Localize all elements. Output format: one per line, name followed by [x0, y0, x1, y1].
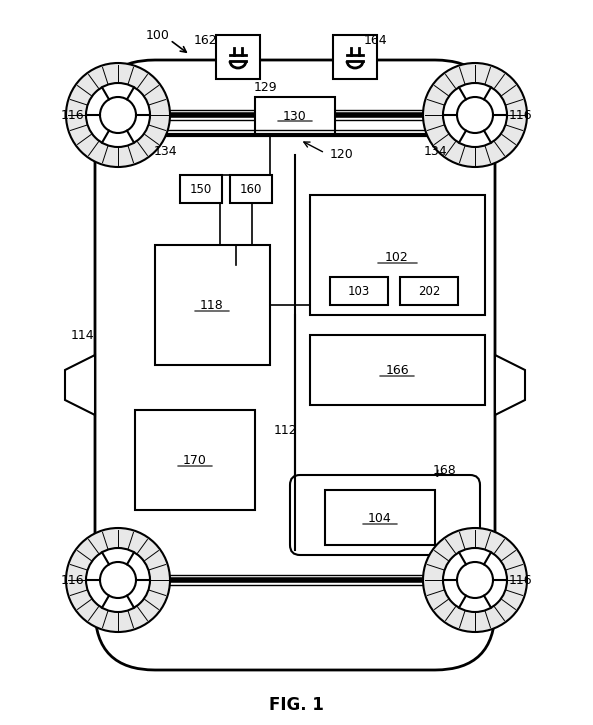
Circle shape [457, 97, 493, 133]
FancyBboxPatch shape [290, 475, 480, 555]
Bar [310, 195, 485, 315]
Circle shape [423, 63, 527, 167]
Bar [180, 175, 222, 203]
Text: 118: 118 [200, 299, 224, 312]
Text: 202: 202 [418, 284, 440, 297]
Text: 160: 160 [240, 183, 262, 196]
Text: 129: 129 [253, 80, 277, 94]
Bar [135, 410, 255, 510]
Circle shape [100, 562, 136, 598]
Text: 103: 103 [348, 284, 370, 297]
Bar [155, 245, 270, 365]
FancyBboxPatch shape [95, 60, 495, 670]
Circle shape [86, 83, 150, 147]
Circle shape [457, 562, 493, 598]
Text: 100: 100 [146, 28, 170, 41]
Text: 104: 104 [368, 512, 392, 524]
Bar [330, 277, 388, 305]
Bar [255, 97, 335, 135]
Text: 112: 112 [273, 423, 297, 436]
Bar [216, 35, 260, 79]
Circle shape [86, 548, 150, 612]
Text: 116: 116 [60, 109, 84, 122]
Text: 116: 116 [508, 109, 532, 122]
Polygon shape [65, 355, 95, 415]
Bar [333, 35, 377, 79]
Text: 150: 150 [190, 183, 212, 196]
Circle shape [443, 548, 507, 612]
Circle shape [66, 528, 170, 632]
Text: 162: 162 [193, 33, 217, 46]
Polygon shape [495, 355, 525, 415]
Text: 116: 116 [60, 573, 84, 587]
Bar [310, 335, 485, 405]
Text: 134: 134 [423, 144, 447, 157]
Text: 116: 116 [508, 573, 532, 587]
Circle shape [100, 97, 136, 133]
Circle shape [423, 528, 527, 632]
Text: 114: 114 [70, 328, 94, 341]
Text: 166: 166 [385, 363, 409, 376]
Bar [400, 277, 458, 305]
Text: FIG. 1: FIG. 1 [269, 696, 323, 714]
Text: 134: 134 [153, 144, 177, 157]
Text: 170: 170 [183, 454, 207, 466]
Text: 164: 164 [363, 33, 387, 46]
Circle shape [443, 83, 507, 147]
Bar [230, 175, 272, 203]
Bar [325, 490, 435, 545]
Text: 130: 130 [283, 109, 307, 123]
Text: 102: 102 [385, 251, 409, 263]
Text: 168: 168 [433, 463, 457, 476]
Text: 120: 120 [330, 147, 354, 160]
Circle shape [66, 63, 170, 167]
